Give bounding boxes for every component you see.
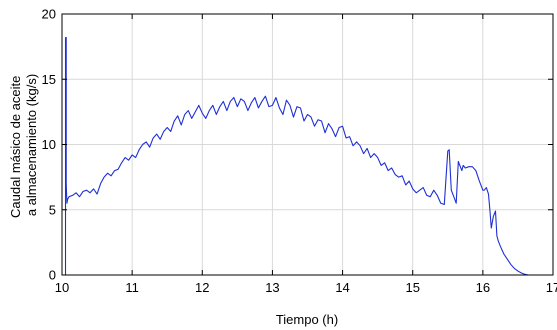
x-tick-label: 12 [195, 280, 209, 295]
y-tick-label: 5 [49, 202, 56, 217]
x-tick-label: 16 [476, 280, 490, 295]
y-axis-label: Caudal másico de aceite a almacenamiento… [8, 72, 39, 218]
tick-labels: 10 11 12 13 14 15 16 17 0 5 10 15 20 [42, 7, 557, 296]
x-tick-label: 11 [125, 280, 139, 295]
ticks [61, 13, 554, 276]
x-tick-label: 14 [335, 280, 349, 295]
x-axis-label: Tiempo (h) [276, 312, 338, 327]
series-line-0 [61, 36, 554, 276]
y-tick-label: 10 [42, 137, 56, 152]
x-tick-label: 10 [55, 280, 69, 295]
x-tick-label: 17 [546, 280, 557, 295]
y-tick-label: 20 [42, 7, 56, 22]
x-tick-label: 13 [265, 280, 279, 295]
y-tick-label: 0 [49, 268, 56, 283]
grid [62, 14, 553, 275]
x-tick-label: 15 [405, 280, 419, 295]
y-tick-label: 15 [42, 72, 56, 87]
y-axis-label-line-2: a almacenamiento (kg/s) [24, 74, 39, 216]
series-group [61, 36, 554, 276]
y-axis-label-line-1: Caudal másico de aceite [8, 76, 23, 218]
